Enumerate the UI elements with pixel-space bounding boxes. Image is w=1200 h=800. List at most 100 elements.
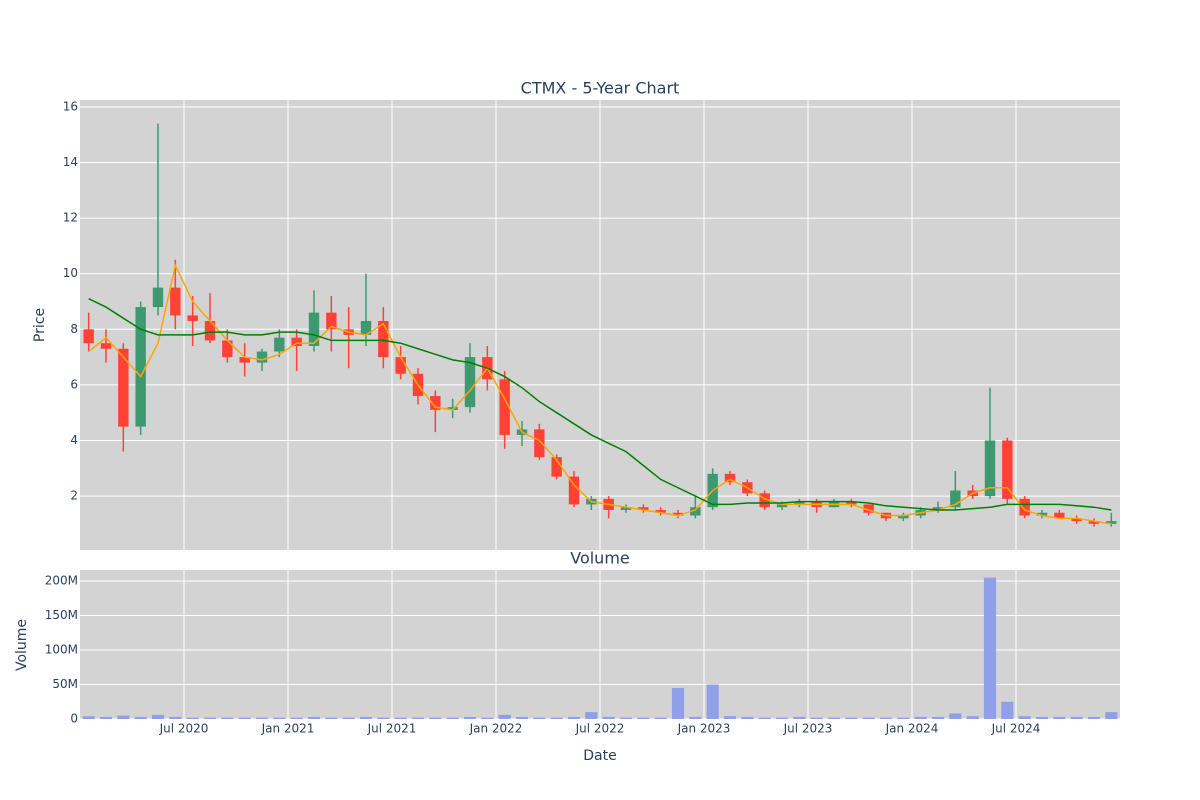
volume-bar (550, 717, 563, 719)
candle-body (655, 509, 666, 513)
volume-bar (498, 714, 511, 719)
volume-bar (359, 716, 373, 719)
candle-body (846, 501, 857, 505)
volume-bar (290, 717, 303, 719)
x-tick-label: Jul 2024 (991, 722, 1041, 736)
volume-bar (221, 717, 234, 719)
volume-bar (706, 684, 719, 719)
candle-body (759, 493, 770, 508)
volume-bar (515, 716, 529, 719)
candle-body (430, 396, 441, 410)
y-tick-label: 10 (63, 266, 78, 280)
volume-bar (255, 717, 269, 719)
volume-bar (689, 716, 702, 719)
volume-bar (273, 717, 286, 719)
volume-bar (827, 717, 841, 719)
candle-body (690, 507, 701, 516)
candle-body (499, 379, 510, 435)
candle-body (118, 348, 129, 427)
volume-bar (411, 717, 425, 719)
x-tick-label: Jul 2023 (783, 722, 833, 736)
moving-average-line (88, 263, 1112, 525)
x-axis-label: Date (583, 748, 616, 764)
volume-bar (775, 717, 789, 719)
candle-body (898, 515, 909, 519)
candle-body (1036, 512, 1048, 516)
volume-bar (567, 716, 581, 719)
moving-average-line (88, 298, 1112, 511)
candle-body (152, 287, 164, 308)
candle-body (534, 429, 545, 458)
x-tick-label: Jul 2021 (367, 722, 417, 736)
x-tick-label: Jul 2022 (575, 722, 625, 736)
volume-bar (793, 716, 806, 719)
candle-body (1002, 440, 1013, 499)
candle-body (204, 320, 216, 341)
y-axis-label: Volume (14, 619, 30, 671)
volume-bar (619, 717, 633, 719)
volume-bar (134, 716, 147, 719)
candle-body (308, 312, 320, 346)
candle-body (274, 337, 285, 352)
volume-bar (862, 717, 875, 719)
volume-bar (377, 717, 390, 719)
y-tick-label: 2 (70, 489, 78, 503)
y-axis-label: Price (32, 308, 48, 342)
y-tick-label: 200M (45, 574, 78, 588)
volume-bar (463, 716, 477, 719)
candle-body (950, 490, 961, 508)
candle-body (1088, 521, 1100, 524)
candle-body (222, 340, 233, 358)
volume-bar (897, 717, 910, 719)
x-tick-label: Jul 2020 (159, 722, 209, 736)
volume-bar (949, 713, 962, 719)
candle-body (187, 315, 198, 321)
candle-body (464, 357, 476, 408)
candle-body (326, 312, 337, 330)
x-tick-label: Jan 2021 (261, 722, 315, 736)
volume-bar (671, 687, 685, 719)
volume-bar (151, 714, 165, 719)
candle-body (1071, 518, 1082, 522)
volume-bar (481, 717, 494, 719)
volume-bar (1087, 716, 1101, 719)
volume-bar (758, 717, 771, 719)
candle-body (239, 357, 250, 363)
volume-bar (1053, 716, 1066, 719)
volume-bar (602, 716, 615, 719)
candle-body (291, 337, 302, 346)
volume-bar (1018, 716, 1031, 719)
volume-bar (983, 577, 997, 719)
candle-body (378, 320, 389, 358)
candle-body (100, 343, 112, 349)
candle-body (395, 357, 406, 374)
volume-bar (723, 716, 737, 719)
volume-bar (203, 717, 217, 719)
candle-body (360, 320, 372, 335)
candle-body (135, 307, 146, 427)
candle-body (256, 351, 268, 363)
volume-bar (654, 717, 667, 719)
volume-bar (1001, 701, 1014, 719)
x-tick-label: Jan 2024 (885, 722, 939, 736)
y-tick-label: 6 (70, 377, 78, 391)
volume-bar (238, 717, 251, 719)
volume-bar (931, 716, 945, 719)
y-tick-label: 14 (63, 155, 78, 169)
volume-bar (810, 717, 823, 719)
volume-bar (533, 717, 546, 719)
candle-body (638, 507, 649, 510)
volume-bar (307, 716, 321, 719)
volume-bar (429, 717, 442, 719)
volume-bar (342, 717, 355, 719)
volume-bar (117, 715, 130, 719)
candle-body (984, 440, 996, 497)
volume-bar (1035, 716, 1049, 719)
y-tick-label: 0 (70, 712, 78, 726)
y-tick-label: 100M (45, 643, 78, 657)
volume-bar (169, 716, 182, 719)
candle-body (776, 504, 788, 508)
volume-bar (325, 717, 338, 719)
candle-body (170, 287, 181, 316)
